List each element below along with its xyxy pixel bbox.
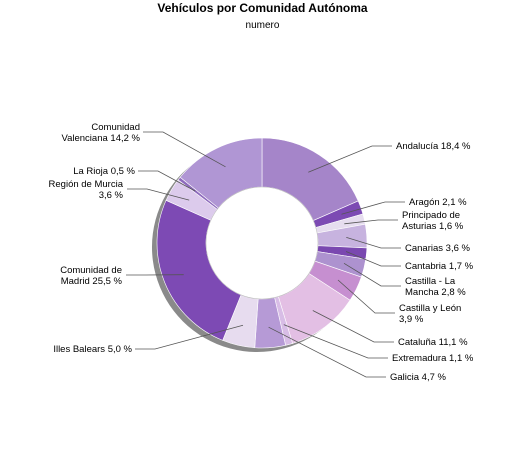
donut-hole bbox=[205, 186, 319, 300]
leader-line-castilla-y-leon bbox=[337, 279, 395, 314]
slice-label-line: Castilla - La bbox=[405, 276, 456, 287]
leader-line-castilla-la-mancha bbox=[343, 262, 401, 287]
slice-label-line: Comunidad bbox=[91, 122, 140, 133]
chart-subtitle: numero bbox=[245, 20, 280, 31]
slice-labels: Andalucía 18,4 % Aragón 2,1 % Principado d… bbox=[49, 122, 474, 383]
slice-label-line: Madrid 25,5 % bbox=[61, 276, 123, 287]
slice-label-line: Mancha 2,8 % bbox=[405, 287, 466, 298]
leader-lines bbox=[126, 131, 405, 378]
slice-label-line: Asturias 1,6 % bbox=[402, 221, 464, 232]
leader-line-region-de-murcia bbox=[127, 188, 190, 201]
slice-label-comunidad-de-madrid: Comunidad de Madrid 25,5 % bbox=[60, 265, 122, 287]
slice-label-line: Galicia 4,7 % bbox=[390, 372, 447, 383]
slice-label-line: Castilla y León bbox=[399, 303, 461, 314]
leader-line-galicia bbox=[268, 326, 386, 378]
slice-label-canarias: Canarias 3,6 % bbox=[405, 243, 471, 254]
slice-label-cantabria: Cantabria 1,7 % bbox=[405, 261, 474, 272]
slice-label-galicia: Galicia 4,7 % bbox=[390, 372, 447, 383]
leader-line-illes-balears bbox=[135, 324, 244, 350]
slice-label-line: Comunidad de bbox=[60, 265, 122, 276]
slice-label-line: Andalucía 18,4 % bbox=[396, 141, 471, 152]
leader-line-cantabria bbox=[345, 251, 401, 267]
slice-label-line: Extremadura 1,1 % bbox=[392, 353, 474, 364]
leader-line-la-rioja bbox=[138, 170, 196, 192]
slice-label-line: Cataluña 11,1 % bbox=[398, 337, 468, 348]
leader-line-andalucia bbox=[308, 145, 392, 173]
slice-label-castilla-y-leon: Castilla y León 3,9 % bbox=[399, 303, 461, 325]
slice-label-castilla-la-mancha: Castilla - La Mancha 2,8 % bbox=[405, 276, 466, 298]
slice-label-region-de-murcia: Región de Murcia 3,6 % bbox=[49, 179, 124, 201]
slice-label-line: 3,9 % bbox=[399, 314, 424, 325]
slice-label-line: Canarias 3,6 % bbox=[405, 243, 471, 254]
slice-label-andalucia: Andalucía 18,4 % bbox=[396, 141, 471, 152]
chart-title: Vehículos por Comunidad Autónoma bbox=[157, 1, 368, 15]
slice-label-illes-balears: Illes Balears 5,0 % bbox=[53, 344, 132, 355]
slice-label-cataluna: Cataluña 11,1 % bbox=[398, 337, 468, 348]
slice-label-line: 3,6 % bbox=[99, 190, 124, 201]
slice-label-line: La Rioja 0,5 % bbox=[73, 166, 135, 177]
slice-label-la-rioja: La Rioja 0,5 % bbox=[73, 166, 135, 177]
leader-line-comunidad-valenciana bbox=[143, 131, 226, 168]
slice-label-line: Illes Balears 5,0 % bbox=[53, 344, 132, 355]
slice-label-line: Valenciana 14,2 % bbox=[61, 133, 140, 144]
leader-line-canarias bbox=[346, 237, 401, 249]
leader-line-aragon bbox=[341, 201, 405, 215]
slice-label-line: Cantabria 1,7 % bbox=[405, 261, 474, 272]
slice-label-principado-de-asturias: Principado de Asturias 1,6 % bbox=[402, 210, 464, 232]
slice-label-line: Aragón 2,1 % bbox=[409, 197, 467, 208]
slice-label-line: Principado de bbox=[402, 210, 460, 221]
leader-line-extremadura bbox=[283, 324, 388, 359]
slice-label-line: Región de Murcia bbox=[49, 179, 124, 190]
slice-label-aragon: Aragón 2,1 % bbox=[409, 197, 467, 208]
leader-line-principado-de-asturias bbox=[344, 219, 398, 225]
leader-line-cataluna bbox=[312, 310, 394, 343]
donut-slices bbox=[156, 137, 368, 349]
slice-label-extremadura: Extremadura 1,1 % bbox=[392, 353, 474, 364]
slice-label-comunidad-valenciana: Comunidad Valenciana 14,2 % bbox=[61, 122, 140, 144]
